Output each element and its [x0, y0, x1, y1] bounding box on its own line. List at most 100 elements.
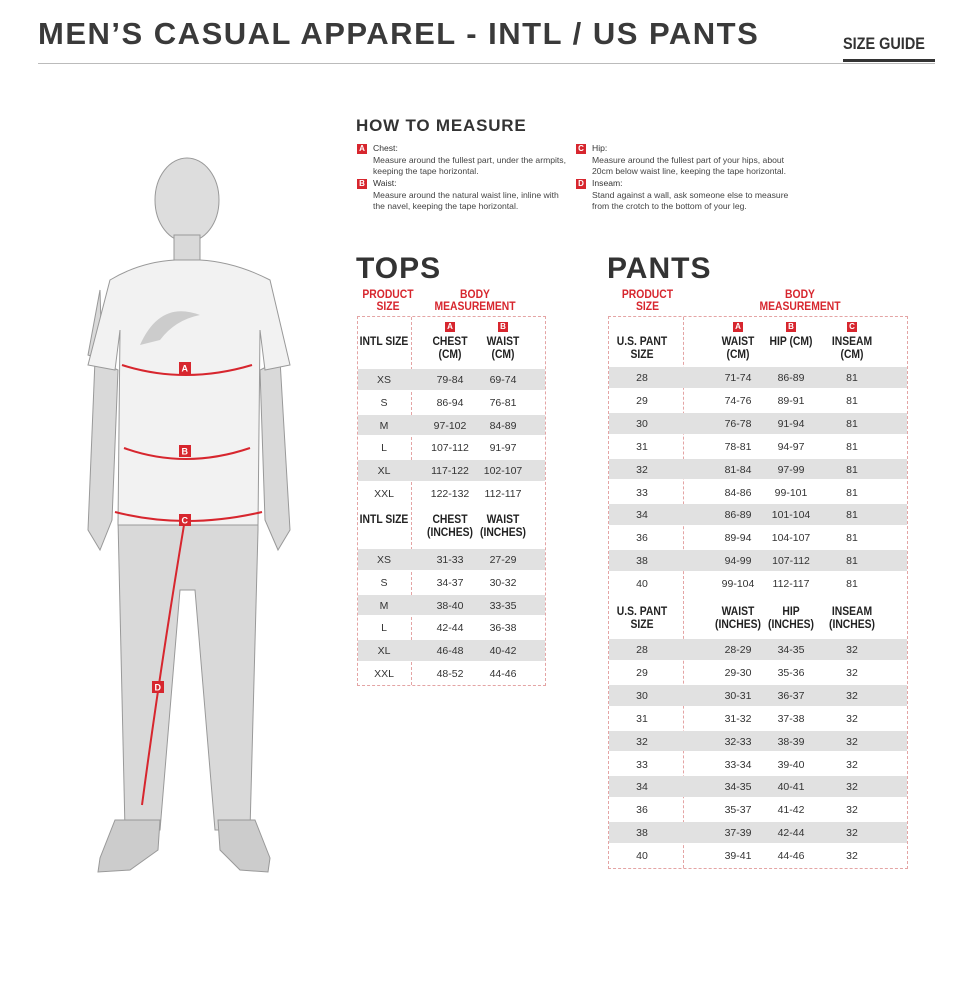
pants-cm-cell: 81: [846, 394, 858, 407]
pants-inches-cell: 36: [636, 804, 648, 817]
pants-inches-cell: 34: [636, 781, 648, 794]
tops-cm-row-stripe: [358, 414, 545, 436]
pants-badge-b: B: [786, 322, 796, 332]
tops-inches-row-stripe: [358, 640, 545, 661]
badge-d: D: [576, 179, 586, 189]
pants-inches-cell: 36-37: [777, 689, 805, 702]
tops-cm-cell: 122-132: [430, 488, 470, 500]
figure-illustration: A B C D: [87, 157, 291, 873]
pants-inches-cell: 32: [846, 735, 858, 748]
badge-a: A: [357, 144, 367, 154]
tops-inches-cell: S: [380, 576, 388, 589]
pants-inches-row-stripe: [609, 639, 907, 660]
pants-badge-a: A: [733, 322, 743, 332]
pants-cm-cell: 78-81: [724, 440, 752, 453]
pants-inches-cell: 31: [636, 712, 648, 725]
tops-cm-cell: 107-112: [431, 442, 469, 455]
pants-cm-cell: 81: [846, 372, 858, 384]
pants-inches-cell: 37-38: [777, 712, 805, 725]
pants-badge-c: C: [847, 322, 857, 332]
tops-cm-cell: 91-97: [489, 442, 517, 455]
pants-inches-cell: 32: [846, 804, 858, 817]
pants-inches-cell: 38-39: [777, 735, 805, 748]
pants-inches-header-1: WAIST (INCHES): [714, 606, 762, 631]
tops-inches-row-stripe: [358, 594, 545, 616]
pants-inches-header-2: HIP (INCHES): [767, 606, 815, 631]
pants-cm-cell: 86-89: [777, 372, 805, 384]
tops-inches-cell: XXL: [374, 668, 394, 680]
tops-badge-a: A: [445, 322, 455, 332]
pants-cm-header-0: U.S. PANT SIZE: [616, 336, 668, 361]
tops-cm-row-stripe: [358, 369, 545, 390]
pants-inches-cell: 28: [636, 644, 648, 656]
pants-inches-header-3: INSEAM (INCHES): [828, 606, 876, 631]
pants-cm-header-2: HIP (CM): [769, 336, 813, 348]
pants-inches-cell: 40-41: [777, 781, 805, 794]
badge-c: C: [576, 144, 586, 154]
pants-cm-cell: 36: [636, 532, 648, 545]
pants-inches-cell: 33-34: [724, 758, 752, 771]
pants-cm-cell: 112-117: [772, 578, 810, 591]
tops-inches-cell: 31-33: [436, 554, 464, 566]
measure-item-chest: A Chest: Measure around the fullest part, …: [357, 143, 573, 178]
pants-inches-header-0: U.S. PANT SIZE: [616, 606, 668, 631]
page-title: MEN’S CASUAL APPAREL - INTL / US PANTS: [38, 16, 760, 51]
pants-cm-cell: 81: [846, 555, 858, 568]
pants-inches-cell: 32: [846, 758, 858, 771]
size-guide-label: SIZE GUIDE: [843, 34, 925, 53]
pants-cm-cell: 38: [636, 555, 648, 568]
pants-inches-cell: 34-35: [777, 644, 805, 656]
pants-column-divider: [683, 317, 684, 868]
tops-cm-cell: M: [379, 419, 389, 432]
pants-cm-cell: 40: [636, 578, 648, 591]
tops-inches-cell: M: [379, 599, 389, 612]
pants-inches-cell: 30: [636, 689, 648, 702]
pants-cm-cell: 29: [636, 394, 648, 407]
pants-inches-cell: 35-36: [777, 666, 805, 679]
pants-inches-cell: 28-29: [724, 644, 752, 656]
pants-inches-cell: 41-42: [777, 804, 805, 817]
header-divider: [38, 63, 935, 64]
pants-inches-row-stripe: [609, 730, 907, 752]
pants-inches-cell: 32: [846, 781, 858, 794]
svg-text:D: D: [155, 683, 162, 693]
tops-inches-cell: XL: [377, 645, 391, 658]
pants-cm-cell: 33: [636, 486, 648, 499]
badge-b: B: [357, 179, 367, 189]
pants-inches-cell: 30-31: [724, 689, 752, 702]
measure-item-inseam: D Inseam: Stand against a wall, ask someon…: [576, 178, 792, 213]
pants-cm-cell: 94-99: [724, 555, 752, 568]
pants-inches-cell: 29-30: [724, 666, 752, 679]
size-guide-underline: [843, 59, 935, 62]
pants-inches-cell: 32: [846, 712, 858, 725]
tops-inches-cell: 36-38: [489, 622, 517, 635]
pants-inches-cell: 38: [636, 827, 648, 840]
pants-body-measurement-header: BODY MEASUREMENT: [759, 289, 841, 313]
tops-inches-header-0: INTL SIZE: [359, 514, 409, 526]
pants-cm-cell: 89-94: [724, 532, 752, 545]
pants-cm-row-stripe: [609, 504, 907, 526]
tops-table: A B INTL SIZE CHEST (CM) WAIST (CM) XS 79-84 69…: [357, 316, 546, 686]
tops-cm-cell: L: [381, 442, 387, 455]
pants-cm-cell: 76-78: [724, 417, 752, 430]
pants-cm-cell: 32: [636, 463, 648, 476]
pants-inches-row-stripe: [609, 684, 907, 706]
pants-table: A B C U.S. PANT SIZE WAIST (CM) HIP (CM) INSEA…: [608, 316, 908, 869]
tops-cm-cell: 97-102: [433, 419, 467, 432]
pants-product-size-header: PRODUCT SIZE: [621, 289, 674, 313]
pants-cm-cell: 89-91: [777, 394, 805, 407]
svg-text:C: C: [182, 516, 189, 526]
pants-cm-cell: 94-97: [777, 440, 805, 453]
pants-cm-cell: 71-74: [724, 372, 752, 384]
tops-cm-cell: S: [380, 396, 388, 409]
tops-inches-cell: 40-42: [489, 645, 517, 658]
pants-cm-cell: 97-99: [777, 463, 805, 476]
tops-inches-cell: 34-37: [436, 576, 464, 589]
pants-cm-cell: 81: [846, 509, 858, 522]
pants-inches-row-stripe: [609, 822, 907, 844]
measure-item-hip: C Hip: Measure around the fullest part of …: [576, 143, 792, 178]
pants-cm-cell: 101-104: [771, 509, 811, 522]
tops-cm-cell: XXL: [374, 488, 394, 500]
tops-inches-header-2: WAIST (INCHES): [479, 514, 527, 539]
pants-cm-row-stripe: [609, 367, 907, 388]
